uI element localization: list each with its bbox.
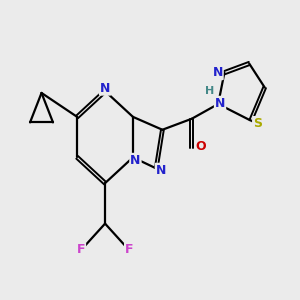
Text: N: N (130, 154, 141, 167)
Text: N: N (100, 82, 110, 95)
Text: S: S (253, 117, 262, 130)
Text: F: F (76, 243, 85, 256)
Text: H: H (205, 86, 214, 96)
Text: N: N (212, 66, 223, 79)
Text: N: N (215, 97, 225, 110)
Text: N: N (156, 164, 166, 177)
Text: O: O (195, 140, 206, 153)
Text: F: F (125, 243, 134, 256)
